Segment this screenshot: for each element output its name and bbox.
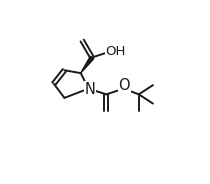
Text: O: O <box>118 78 130 93</box>
Text: OH: OH <box>106 45 126 58</box>
Text: N: N <box>85 82 96 97</box>
Polygon shape <box>81 56 94 73</box>
